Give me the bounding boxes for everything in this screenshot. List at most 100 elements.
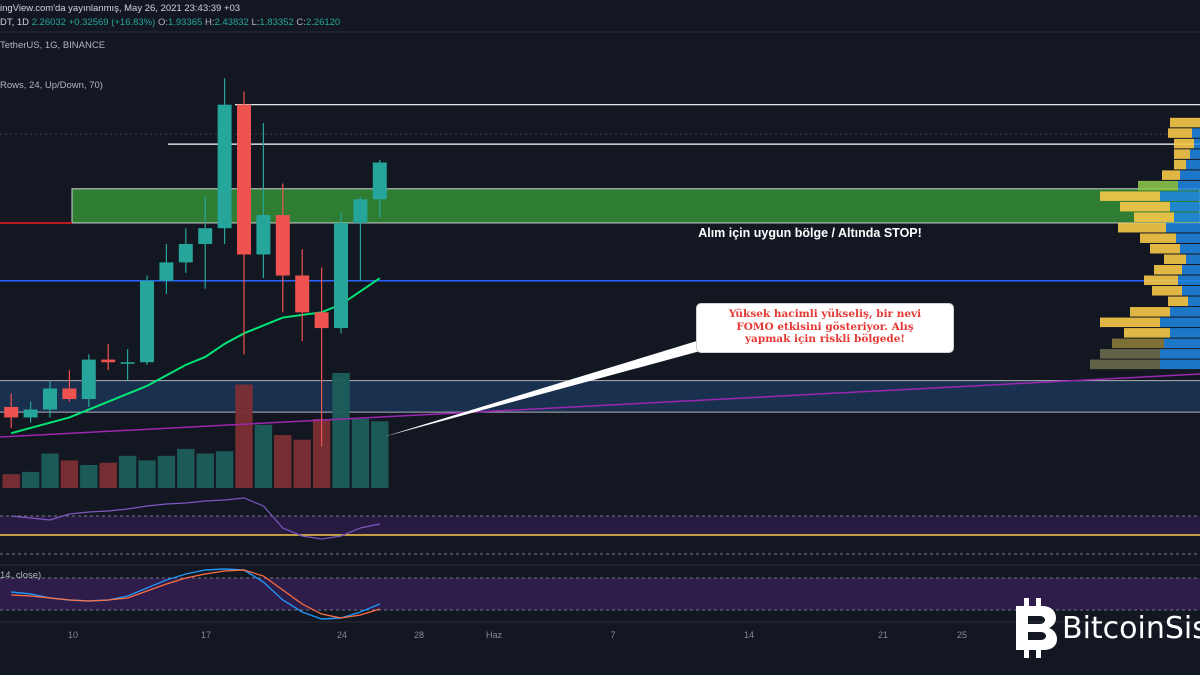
volume-bar (293, 439, 311, 488)
vp-up-bar (1174, 138, 1194, 149)
candle-body (159, 262, 174, 281)
volume-bar (41, 453, 59, 488)
logo-text: BitcoinSis (1062, 610, 1200, 646)
vp-down-bar (1188, 296, 1200, 307)
x-tick-label: Haz (485, 630, 503, 640)
volume-bar (371, 421, 389, 488)
vp-up-bar (1138, 180, 1178, 191)
volume-bar (21, 471, 40, 488)
x-tick-label: 24 (336, 630, 348, 640)
candle-body (198, 228, 213, 244)
candle-body (334, 222, 348, 329)
high-value: 2.43832 (214, 17, 249, 28)
candle-body (81, 359, 96, 400)
trendline-layer (0, 373, 1200, 438)
vp-up-bar (1170, 117, 1200, 128)
x-tick-label: 17 (200, 630, 212, 640)
candle-body (217, 104, 232, 229)
x-tick-label: 7 (610, 630, 616, 640)
close-value: 2.26120 (305, 17, 341, 28)
price-change: +0.32569 (+16.83%) (68, 17, 156, 28)
vp-up-bar (1130, 307, 1170, 317)
vp-up-bar (1118, 222, 1166, 233)
callout-line-2: FOMO etkisini gösteriyor. Alış (736, 320, 914, 333)
volume-bar (118, 455, 137, 488)
vp-down-bar (1180, 243, 1200, 254)
low-label: L: (251, 17, 260, 28)
vp-down-bar (1160, 349, 1200, 359)
callout-pointer (383, 340, 704, 437)
volume-bar (254, 424, 273, 488)
vp-down-bar (1164, 338, 1200, 349)
stoch-d-line (11, 569, 380, 619)
x-tick-label: 10 (67, 630, 79, 640)
candle-body (372, 162, 387, 200)
vp-up-bar (1112, 338, 1164, 349)
vp-down-bar (1174, 212, 1200, 222)
symbol-line: TetherUS, 1G, BINANCE (0, 40, 106, 51)
vp-up-bar (1174, 159, 1186, 170)
vp-up-bar (1150, 243, 1180, 254)
candle-body (120, 362, 135, 364)
vp-up-bar (1140, 233, 1176, 243)
vp-up-bar (1124, 328, 1170, 338)
volume-bar (138, 460, 156, 488)
x-tick-label: 14 (743, 630, 755, 640)
vp-up-bar (1168, 128, 1192, 138)
vp-down-bar (1160, 317, 1200, 328)
vp-down-bar (1192, 128, 1200, 138)
x-tick-label: 25 (956, 630, 968, 640)
vp-down-bar (1166, 222, 1200, 233)
candle-body (62, 388, 77, 400)
candle-body (43, 388, 57, 410)
header-bg (0, 0, 1200, 32)
low-value: 1.83352 (259, 17, 294, 28)
vp-up-bar (1162, 170, 1180, 180)
candle-body (4, 406, 19, 418)
vp-up-bar (1152, 286, 1182, 296)
buy-zone-label: Alım için uygun bölge / Altında STOP! (698, 226, 922, 240)
vp-down-bar (1178, 180, 1200, 191)
vp-down-bar (1178, 275, 1200, 286)
ohlc-prefix: DT, 1D (0, 17, 30, 28)
vp-down-bar (1182, 265, 1200, 275)
candle-body (353, 199, 368, 223)
volume-layer (2, 373, 389, 488)
volume-bar (274, 435, 292, 488)
last-price: 2.26032 (31, 17, 67, 28)
candle-body (140, 280, 154, 363)
bitcoinsis-logo: BitcoinSis (1010, 596, 1200, 660)
high-label: H: (204, 17, 215, 28)
support-band (0, 380, 1200, 413)
vp-down-bar (1160, 191, 1200, 201)
candle-body (275, 215, 290, 276)
vp-down-bar (1186, 159, 1200, 170)
vp-down-bar (1180, 170, 1200, 180)
volume-profile-legend: Rows, 24, Up/Down, 70) (0, 80, 103, 91)
publish-info: ingView.com'da yayınlanmış, May 26, 2021… (0, 3, 240, 14)
vp-down-bar (1170, 307, 1200, 317)
x-tick-label: 21 (877, 630, 889, 640)
vp-up-bar (1154, 265, 1182, 275)
vp-down-bar (1194, 138, 1200, 149)
candle-body (314, 312, 329, 329)
volume-bar (215, 451, 234, 488)
volume-bar (157, 455, 176, 488)
vp-down-bar (1190, 149, 1200, 159)
volume-profile-layer (1090, 117, 1200, 370)
vp-up-bar (1100, 317, 1160, 328)
vp-down-bar (1176, 233, 1200, 243)
vp-up-bar (1174, 149, 1190, 159)
vp-up-bar (1100, 191, 1160, 201)
candle-body (256, 215, 271, 255)
x-tick-label: 28 (413, 630, 425, 640)
open-label: O: (157, 17, 168, 28)
trend-line (0, 373, 1200, 438)
stoch-band (0, 578, 1200, 610)
callout-line-3: yapmak için riskli bölgede! (744, 333, 906, 345)
vp-up-bar (1090, 359, 1160, 370)
publish-line: ingView.com'da yayınlanmış, May 26, 2021… (0, 3, 241, 14)
vp-down-bar (1170, 201, 1200, 212)
